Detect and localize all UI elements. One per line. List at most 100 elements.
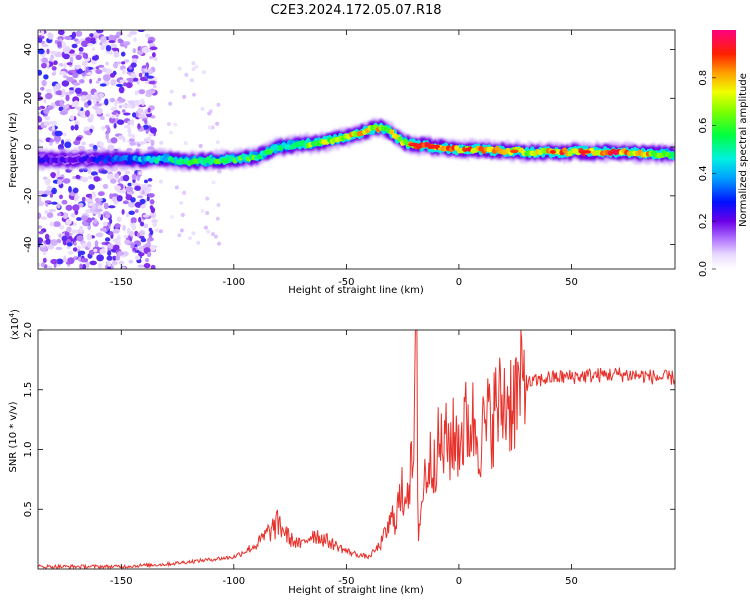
noise-speckle xyxy=(118,98,126,103)
noise-speckle xyxy=(127,182,132,187)
noise-speckle xyxy=(74,65,80,70)
noise-speckle xyxy=(149,205,154,210)
noise-speckle xyxy=(82,52,87,59)
noise-speckle xyxy=(158,179,163,184)
noise-speckle xyxy=(108,34,115,42)
noise-speckle xyxy=(136,232,141,238)
noise-speckle xyxy=(148,133,154,137)
noise-speckle xyxy=(49,221,54,227)
noise-speckle xyxy=(114,185,121,191)
noise-speckle xyxy=(101,169,108,174)
noise-speckle xyxy=(102,221,108,227)
noise-speckle xyxy=(61,139,65,146)
noise-speckle xyxy=(88,143,95,148)
noise-speckle xyxy=(85,193,94,198)
noise-speckle xyxy=(93,248,98,253)
noise-speckle xyxy=(105,213,111,219)
noise-speckle xyxy=(98,141,104,147)
noise-speckle xyxy=(38,196,42,202)
noise-speckle xyxy=(95,80,100,84)
noise-speckle xyxy=(117,178,121,184)
noise-speckle xyxy=(87,43,94,47)
noise-speckle xyxy=(112,62,119,68)
noise-speckle xyxy=(125,213,130,218)
noise-speckle xyxy=(38,212,42,220)
noise-speckle xyxy=(47,244,55,250)
noise-speckle xyxy=(115,113,119,118)
spectrogram-ylabel: Frequency (Hz) xyxy=(8,112,19,188)
noise-speckle xyxy=(47,105,54,110)
noise-speckle xyxy=(131,54,139,60)
noise-speckle xyxy=(118,86,125,94)
noise-speckle xyxy=(110,137,118,144)
noise-speckle xyxy=(63,132,67,137)
noise-speckle xyxy=(127,104,133,108)
noise-speckle xyxy=(85,261,90,269)
noise-speckle xyxy=(122,266,126,269)
noise-speckle xyxy=(68,186,72,193)
noise-speckle xyxy=(215,121,220,126)
noise-speckle xyxy=(69,56,74,64)
noise-speckle xyxy=(149,46,158,51)
noise-speckle xyxy=(62,75,69,79)
noise-speckle xyxy=(69,69,77,74)
noise-speckle xyxy=(95,69,103,75)
noise-speckle xyxy=(81,40,89,48)
noise-speckle xyxy=(74,197,78,202)
noise-speckle xyxy=(143,223,149,229)
noise-speckle xyxy=(74,120,80,126)
snr-scale-label: (x104) xyxy=(8,309,21,340)
noise-speckle xyxy=(102,183,109,190)
noise-speckle xyxy=(145,33,151,39)
noise-speckle xyxy=(38,231,44,235)
noise-speckle xyxy=(116,216,122,222)
noise-speckle xyxy=(189,78,194,83)
noise-speckle xyxy=(81,72,87,77)
ridge-peaks xyxy=(408,142,592,154)
noise-speckle xyxy=(147,193,155,198)
noise-speckle xyxy=(61,88,66,96)
noise-speckle xyxy=(95,66,100,70)
noise-speckle xyxy=(41,62,47,69)
noise-speckle xyxy=(76,235,84,242)
noise-speckle xyxy=(66,242,73,247)
noise-speckle xyxy=(107,266,112,269)
noise-speckle xyxy=(138,141,146,145)
noise-speckle xyxy=(152,84,157,89)
x-tick-label: -100 xyxy=(222,576,245,587)
noise-speckle xyxy=(121,61,126,65)
noise-speckle xyxy=(180,213,185,217)
noise-speckle xyxy=(54,130,62,137)
noise-speckle xyxy=(61,199,68,205)
noise-speckle xyxy=(90,96,96,100)
noise-speckle xyxy=(57,30,65,36)
spectrogram-frame xyxy=(37,29,676,270)
noise-speckle xyxy=(78,47,84,52)
spectrogram-axes: -150 -100 -50 0 50 -40 -20 0 20 40 xyxy=(23,30,675,288)
noise-speckle xyxy=(114,100,118,107)
noise-speckle xyxy=(53,221,61,228)
noise-speckle xyxy=(111,47,120,51)
noise-speckle xyxy=(191,231,196,236)
noise-speckle xyxy=(41,193,48,198)
noise-speckle xyxy=(142,186,148,191)
noise-speckle xyxy=(106,243,114,249)
noise-speckle xyxy=(115,254,121,261)
noise-speckle xyxy=(87,100,92,106)
noise-speckle xyxy=(145,136,152,142)
noise-speckle xyxy=(132,222,136,229)
noise-speckle xyxy=(69,87,75,91)
y-tick-label: -20 xyxy=(23,188,34,204)
noise-speckle xyxy=(128,79,135,83)
noise-speckle xyxy=(149,245,156,252)
noise-speckle xyxy=(45,92,53,100)
noise-speckle xyxy=(51,201,58,205)
noise-speckle xyxy=(215,216,220,221)
x-tick-label: 0 xyxy=(456,277,462,288)
noise-speckle xyxy=(89,260,97,266)
y-tick-label: 1.5 xyxy=(23,382,34,398)
noise-speckle xyxy=(128,259,134,264)
noise-speckle xyxy=(68,250,74,255)
noise-speckle xyxy=(123,59,130,63)
noise-speckle xyxy=(56,258,64,265)
